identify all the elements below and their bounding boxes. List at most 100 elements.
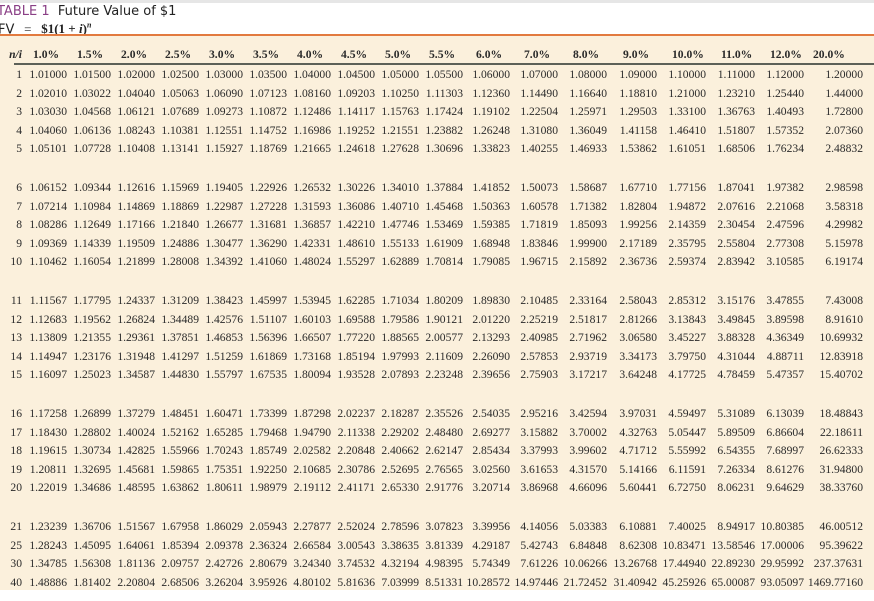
value-cell: 1.85194 — [337, 349, 375, 363]
table-row: 30 1.34785 1.56308 1.81136 2.09757 2.42726 2.8… — [0, 556, 863, 572]
value-cell: 1.36706 — [73, 520, 111, 533]
header-row: n/i 1.0% 1.5% 2.0% 2.5% 3.0% 3.5% 4.0% 4.5% 5.0% 5… — [0, 47, 863, 63]
value-cell: 2.11609 — [425, 349, 463, 363]
value-cell: 2.59374 — [668, 255, 706, 268]
value-cell: 1.42210 — [337, 218, 375, 231]
value-cell: 1.36049 — [569, 123, 607, 137]
value-cell: 26.62333 — [819, 444, 863, 457]
value-cell: 6.86604 — [766, 425, 804, 439]
value-cell: 1.15927 — [205, 142, 243, 155]
formula-close: ) — [82, 21, 87, 37]
value-cell: 1.09203 — [337, 86, 375, 100]
column-header: 11.0% — [721, 48, 753, 61]
value-cell: 1.16640 — [569, 86, 607, 100]
value-cell: 1.34785 — [29, 557, 67, 570]
value-cell: 1.80209 — [425, 294, 463, 307]
value-cell: 1.61869 — [249, 349, 287, 363]
value-cell: 1.09273 — [205, 105, 243, 118]
value-cell: 5.89509 — [717, 425, 755, 439]
value-cell: 22.89230 — [711, 557, 755, 570]
value-cell: 1.34010 — [381, 181, 419, 194]
period-cell: 17 — [10, 425, 22, 439]
value-cell: 1.22019 — [29, 481, 67, 494]
table-row: 7 1.07214 1.10984 1.14869 1.18869 1.22987 1.27… — [0, 199, 863, 215]
value-cell: 1.48610 — [337, 236, 375, 250]
value-cell: 4.31044 — [717, 349, 755, 363]
value-cell: 1.46410 — [668, 123, 706, 137]
value-cell: 2.91776 — [425, 481, 463, 494]
value-cell: 1.80094 — [293, 368, 331, 381]
value-cell: 1.71382 — [569, 199, 607, 213]
value-cell: 1.22987 — [205, 199, 243, 213]
value-cell: 6.54355 — [717, 444, 755, 457]
header-rule — [14, 63, 874, 65]
value-cell: 1.41158 — [619, 123, 657, 137]
value-cell: 1.03022 — [73, 86, 111, 100]
value-cell: 1.53945 — [293, 294, 331, 307]
value-cell: 2.83942 — [717, 255, 755, 268]
value-cell: 1.72800 — [825, 105, 863, 118]
value-cell: 2.19112 — [293, 481, 331, 494]
value-cell: 6.19174 — [825, 255, 863, 268]
value-cell: 1.15969 — [161, 181, 199, 194]
value-cell: 6.13039 — [766, 407, 804, 420]
value-cell: 10.28572 — [466, 575, 510, 589]
value-cell: 7.68997 — [766, 444, 804, 457]
value-cell: 1.23210 — [717, 86, 755, 100]
value-cell: 1.18769 — [249, 142, 287, 155]
value-cell: 1.17258 — [29, 407, 67, 420]
value-cell: 1.63862 — [161, 481, 199, 494]
table-title: TABLE 1 Future Value of $1 — [0, 5, 176, 19]
column-header: 20.0% — [813, 48, 845, 61]
value-cell: 12.83918 — [819, 349, 863, 363]
value-cell: 1.03030 — [29, 105, 67, 118]
value-cell: 2.09757 — [161, 557, 199, 570]
value-cell: 1.01000 — [29, 68, 67, 81]
value-cell: 1.34489 — [161, 312, 199, 326]
value-cell: 1.21355 — [73, 331, 111, 344]
table-row: 18 1.19615 1.30734 1.42825 1.55966 1.70243 1.8… — [0, 443, 863, 459]
value-cell: 5.31089 — [717, 407, 755, 420]
value-cell: 1.92250 — [249, 462, 287, 476]
value-cell: 3.02560 — [472, 462, 510, 476]
value-cell: 1.16054 — [73, 255, 111, 268]
value-cell: 1.58687 — [569, 181, 607, 194]
value-cell: 1.71819 — [520, 218, 558, 231]
value-cell: 2.26090 — [472, 349, 510, 363]
period-cell: 8 — [16, 218, 22, 231]
formula-lhs: FV — [0, 22, 15, 38]
value-cell: 2.54035 — [472, 407, 510, 420]
value-cell: 3.42594 — [569, 407, 607, 420]
value-cell: 1.31593 — [293, 199, 331, 213]
value-cell: 1.65285 — [205, 425, 243, 439]
value-cell: 1.41297 — [161, 349, 199, 363]
value-cell: 1.47746 — [381, 218, 419, 231]
period-cell: 7 — [16, 199, 22, 213]
value-cell: 1.13809 — [29, 331, 67, 344]
value-cell: 1.21840 — [161, 218, 199, 231]
corner-header: n/i — [9, 48, 22, 61]
value-cell: 2.02582 — [293, 444, 331, 457]
value-cell: 2.27877 — [293, 520, 331, 533]
value-cell: 1.26248 — [472, 123, 510, 137]
table-row: 25 1.28243 1.45095 1.64061 1.85394 2.09378 2.3… — [0, 538, 863, 554]
value-cell: 5.42743 — [520, 538, 558, 552]
value-cell: 1.10462 — [29, 255, 67, 268]
value-cell: 4.88711 — [766, 349, 804, 363]
value-cell: 1.48451 — [161, 407, 199, 420]
value-cell: 1.22926 — [249, 181, 287, 194]
value-cell: 1.60471 — [205, 407, 243, 420]
value-cell: 2.35526 — [425, 407, 463, 420]
value-cell: 2.81266 — [619, 312, 657, 326]
value-cell: 1.56396 — [249, 331, 287, 344]
value-cell: 4.78459 — [717, 368, 755, 381]
value-cell: 1469.77160 — [807, 575, 863, 589]
value-cell: 1.02010 — [29, 86, 67, 100]
table-row: 8 1.08286 1.12649 1.17166 1.21840 1.26677 1.31… — [0, 217, 863, 233]
value-cell: 1.55297 — [337, 255, 375, 268]
value-cell: 1.94872 — [668, 199, 706, 213]
value-cell: 3.37993 — [520, 444, 558, 457]
value-cell: 1.99256 — [619, 218, 657, 231]
value-cell: 1.90121 — [425, 312, 463, 326]
period-cell: 11 — [10, 294, 22, 307]
